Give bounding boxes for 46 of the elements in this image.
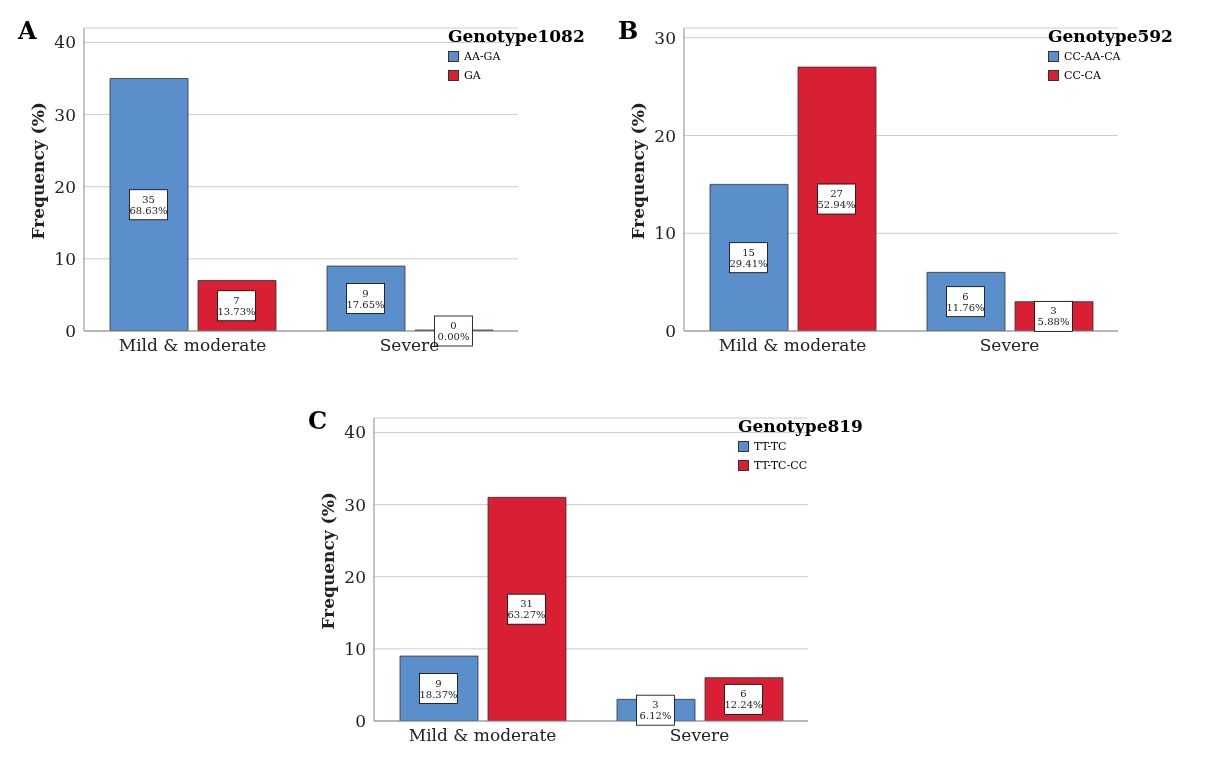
y-tick-label: 0 bbox=[65, 321, 76, 342]
chart-title: A bbox=[18, 16, 37, 45]
x-tick-label: Severe bbox=[979, 335, 1040, 356]
legend-title: Genotype819 bbox=[738, 416, 863, 436]
x-tick-label: Mild & moderate bbox=[118, 335, 267, 356]
y-tick-label: 0 bbox=[665, 321, 676, 342]
y-tick-label: 0 bbox=[355, 711, 366, 732]
data-label: 3 5.88% bbox=[1037, 305, 1070, 328]
legend-label: AA-GA bbox=[463, 50, 502, 63]
y-tick-label: 10 bbox=[54, 248, 76, 269]
chart-title: B bbox=[618, 16, 639, 45]
y-tick-label: 40 bbox=[344, 422, 366, 443]
y-tick-label: 30 bbox=[344, 494, 366, 515]
data-label: 31 63.27% bbox=[507, 598, 546, 621]
y-tick-label: 10 bbox=[654, 223, 676, 244]
y-tick-label: 20 bbox=[654, 125, 676, 146]
y-tick-label: 10 bbox=[344, 638, 366, 659]
data-label: 6 12.24% bbox=[724, 688, 763, 711]
data-label: 6 11.76% bbox=[946, 290, 985, 313]
y-tick-label: 30 bbox=[54, 104, 76, 125]
x-tick-label: Mild & moderate bbox=[718, 335, 867, 356]
legend-title: Genotype1082 bbox=[448, 26, 585, 46]
y-tick-label: 20 bbox=[54, 176, 76, 197]
y-tick-label: 40 bbox=[54, 32, 76, 53]
legend-label: GA bbox=[463, 69, 482, 82]
y-axis-title: Frequency (%) bbox=[628, 102, 649, 240]
x-tick-label: Severe bbox=[669, 725, 730, 746]
data-label: 0 0.00% bbox=[437, 320, 470, 342]
chart-title: C bbox=[308, 406, 328, 435]
data-label: 3 6.12% bbox=[639, 699, 672, 722]
data-label: 15 29.41% bbox=[729, 246, 768, 269]
data-label: 27 52.94% bbox=[817, 188, 856, 211]
y-tick-label: 30 bbox=[654, 27, 676, 48]
x-tick-label: Mild & moderate bbox=[408, 725, 557, 746]
y-tick-label: 20 bbox=[344, 566, 366, 587]
data-label: 35 68.63% bbox=[129, 193, 168, 216]
y-axis-title: Frequency (%) bbox=[318, 492, 339, 630]
data-label: 7 13.73% bbox=[217, 294, 256, 317]
data-label: 9 17.65% bbox=[346, 287, 385, 310]
data-label: 9 18.37% bbox=[419, 677, 458, 700]
legend-label: CC-AA-CA bbox=[1063, 50, 1122, 63]
y-axis-title: Frequency (%) bbox=[28, 102, 49, 240]
legend-label: TT-TC bbox=[753, 440, 788, 453]
legend-label: CC-CA bbox=[1063, 69, 1102, 82]
legend-title: Genotype592 bbox=[1048, 26, 1173, 46]
legend-label: TT-TC-CC bbox=[753, 459, 809, 472]
